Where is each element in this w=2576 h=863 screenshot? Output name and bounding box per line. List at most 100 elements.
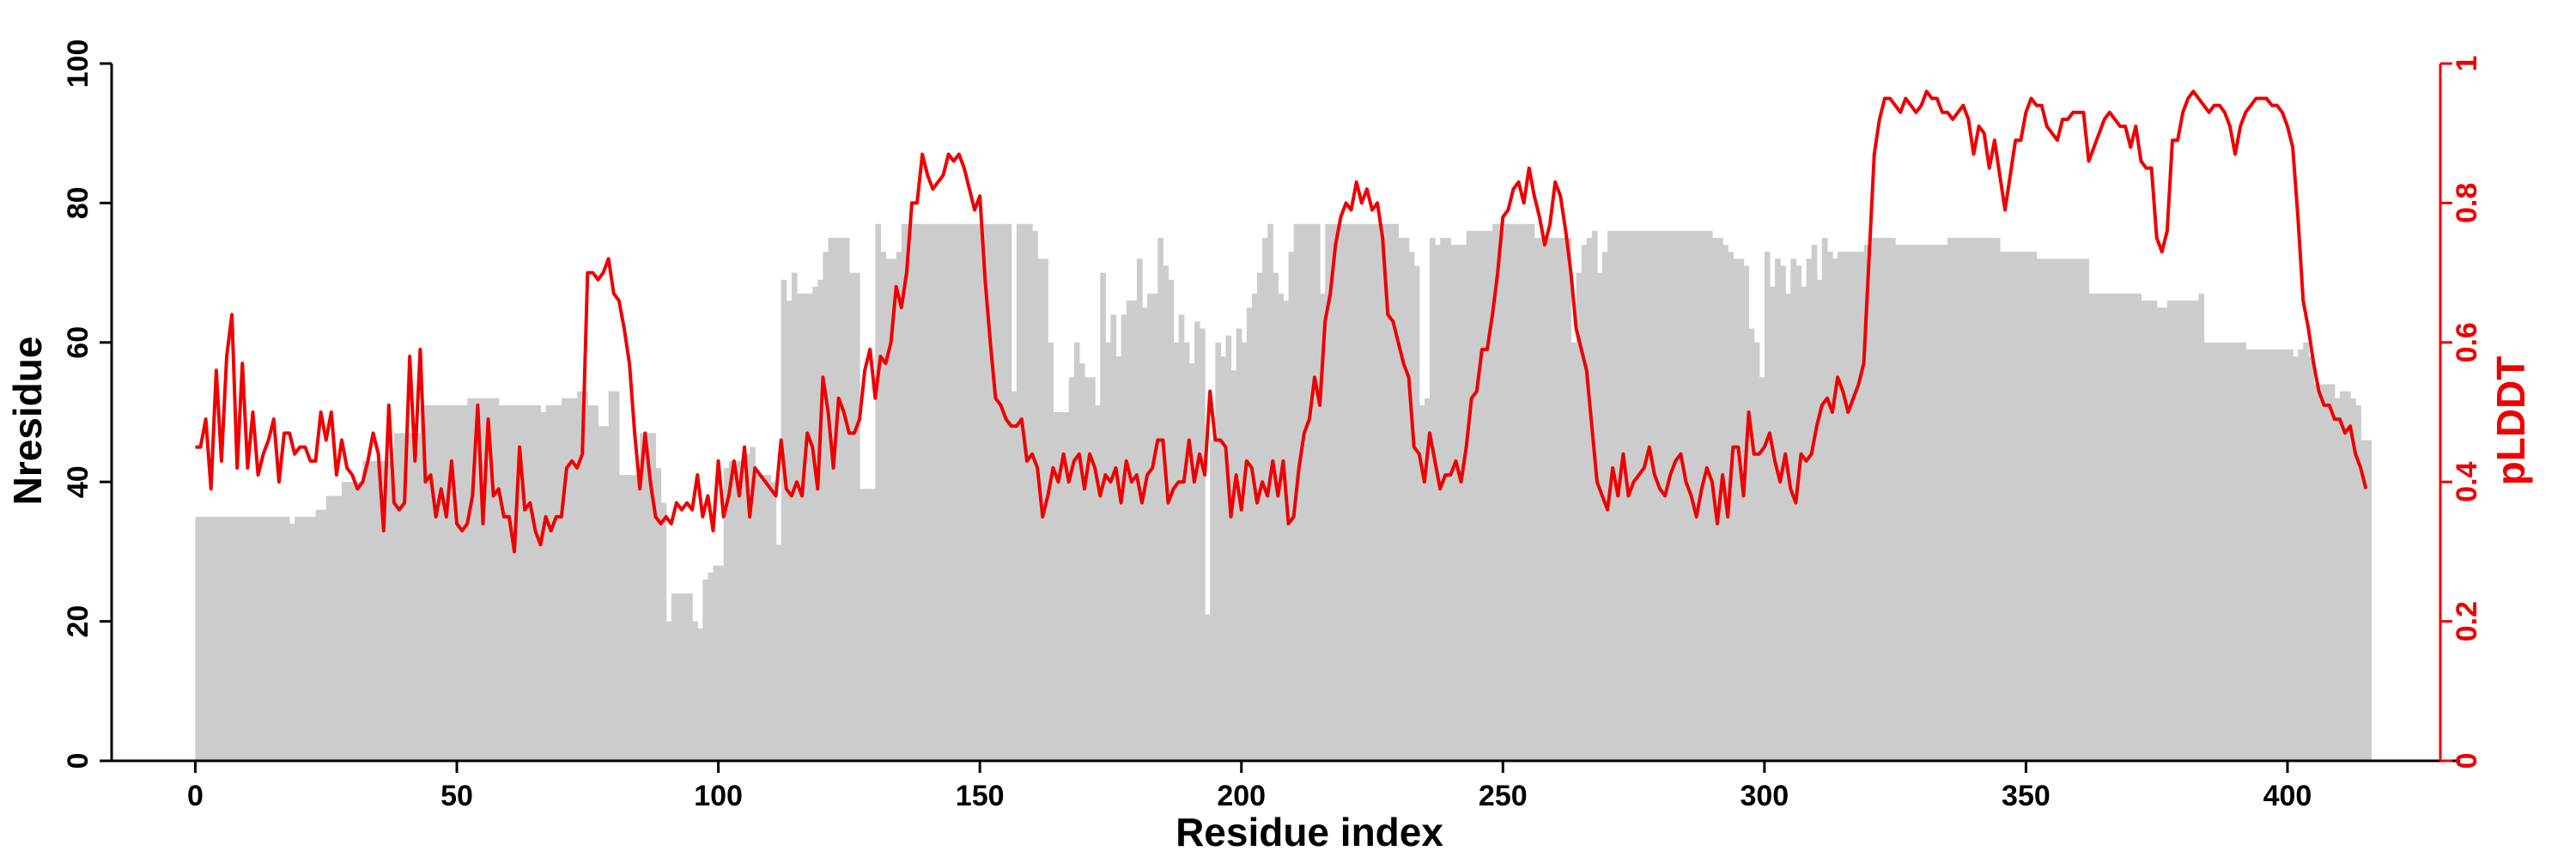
coverage-bar — [289, 523, 295, 761]
coverage-bar — [1450, 245, 1467, 761]
coverage-bar — [1267, 223, 1273, 761]
coverage-bar — [2198, 293, 2205, 762]
coverage-bar — [1115, 356, 1122, 761]
coverage-bar — [2334, 398, 2341, 761]
axes — [110, 64, 2460, 763]
x-tick-label: 200 — [1217, 780, 1266, 812]
coverage-bar — [1320, 293, 1326, 762]
coverage-bar — [1408, 252, 1415, 761]
coverage-bar — [2355, 404, 2361, 761]
coverage-bar — [1078, 363, 1085, 761]
coverage-bar — [708, 572, 714, 761]
coverage-bar — [1571, 342, 1577, 761]
coverage-bars — [195, 223, 2372, 762]
coverage-bar — [1095, 404, 1101, 761]
coverage-bar — [1178, 314, 1185, 761]
coverage-bar — [1508, 223, 1520, 761]
coverage-bar — [880, 252, 887, 761]
x-tick-label: 150 — [956, 780, 1005, 812]
y-left-tick-label: 60 — [62, 326, 94, 359]
coverage-bar — [1236, 328, 1242, 761]
coverage-bar — [1424, 398, 1431, 761]
coverage-bar — [1163, 265, 1170, 762]
coverage-bar — [1628, 230, 1713, 761]
coverage-bar — [1848, 252, 1865, 761]
coverage-bar — [393, 433, 421, 761]
coverage-bar — [1126, 301, 1138, 762]
coverage-bar — [1136, 258, 1143, 761]
coverage-bar — [1518, 223, 1535, 761]
coverage-bar — [1053, 412, 1070, 761]
coverage-bar — [1780, 265, 1786, 762]
coverage-bar — [791, 272, 798, 762]
coverage-bar — [2313, 384, 2336, 761]
coverage-bar — [697, 628, 703, 761]
coverage-bar — [1790, 258, 1796, 761]
coverage-bar — [1785, 293, 1791, 762]
coverage-bar — [1581, 245, 1588, 761]
coverage-bar — [1816, 279, 1823, 762]
coverage-bar — [195, 516, 248, 761]
coverage-bar — [728, 460, 745, 761]
coverage-bar — [1220, 356, 1227, 761]
coverage-bar — [1838, 252, 1849, 761]
coverage-bar — [755, 475, 772, 761]
coverage-bar — [561, 398, 578, 761]
coverage-bar — [2298, 349, 2304, 761]
coverage-bar — [1711, 238, 1723, 761]
coverage-bar — [665, 621, 672, 761]
coverage-bar — [1230, 370, 1237, 761]
coverage-bar — [786, 301, 793, 762]
coverage-bar — [692, 621, 698, 761]
coverage-bar — [598, 426, 610, 761]
coverage-bar — [2303, 342, 2309, 761]
coverage-bar — [457, 404, 468, 761]
x-tick-label: 50 — [440, 780, 473, 812]
coverage-bar — [1811, 245, 1818, 761]
y-left-tick-label: 0 — [62, 753, 94, 769]
coverage-bar — [1173, 342, 1180, 761]
coverage-bar — [540, 412, 547, 761]
coverage-bar — [896, 252, 902, 761]
y-right-tick-label: 0.6 — [2451, 322, 2483, 362]
coverage-bar — [1205, 614, 1211, 761]
coverage-bar — [723, 467, 730, 761]
coverage-bar — [1105, 342, 1112, 761]
x-tick-label: 350 — [2002, 780, 2050, 812]
coverage-bar — [1560, 238, 1572, 761]
coverage-bar — [1764, 252, 1771, 761]
coverage-bar — [775, 544, 782, 761]
y-left-tick-label: 100 — [62, 40, 94, 88]
coverage-bar — [2308, 356, 2315, 761]
coverage-bar — [467, 398, 500, 761]
coverage-bar — [744, 453, 750, 761]
coverage-bar — [1048, 342, 1054, 761]
coverage-bar — [1466, 230, 1493, 761]
y-left-axis-title: Nresidue — [5, 337, 50, 506]
coverage-bar — [1293, 223, 1310, 761]
coverage-bar — [2360, 440, 2372, 761]
coverage-bar — [1440, 238, 1451, 761]
coverage-bar — [2166, 301, 2200, 762]
coverage-bar — [1591, 230, 1598, 761]
coverage-bar — [1372, 223, 1388, 761]
coverage-bar — [1199, 328, 1206, 761]
coverage-bar — [1183, 342, 1190, 761]
coverage-bar — [1738, 258, 1745, 761]
coverage-bar — [1225, 335, 1232, 761]
y-right-tick-label: 0 — [2451, 753, 2483, 769]
coverage-bar — [1607, 230, 1619, 761]
coverage-bar — [577, 391, 588, 761]
coverage-bar — [2339, 391, 2351, 761]
coverage-bar — [823, 252, 829, 761]
y-right-tick-label: 0.4 — [2451, 461, 2483, 501]
coverage-bar — [247, 516, 275, 761]
coverage-bar — [1141, 307, 1148, 761]
coverage-bar — [1032, 230, 1038, 761]
x-tick-label: 250 — [1479, 780, 1528, 812]
coverage-bar — [1194, 321, 1200, 761]
coverage-bar — [2036, 258, 2090, 761]
coverage-bar — [1826, 252, 1833, 761]
